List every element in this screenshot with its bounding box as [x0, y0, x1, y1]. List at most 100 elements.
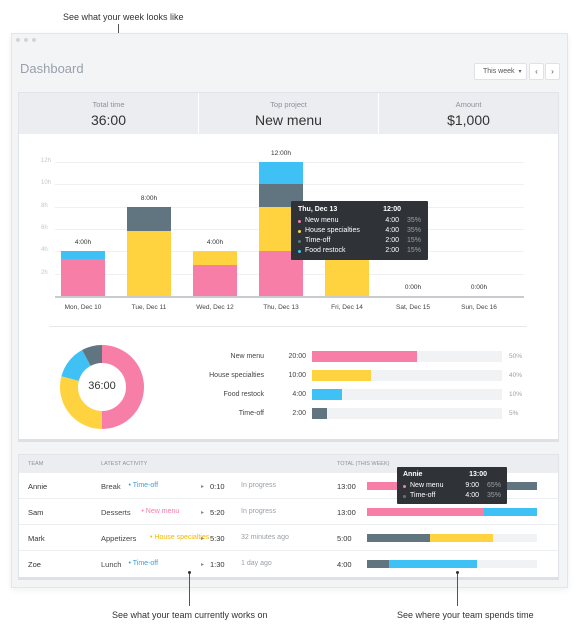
tooltip-row: House specialties 4:00 35% [298, 226, 421, 236]
project-donut-chart [60, 345, 144, 429]
x-tick-label: Sat, Dec 15 [396, 304, 430, 311]
tooltip-row-pct: 15% [406, 247, 421, 254]
play-icon[interactable]: ▸ [201, 510, 205, 516]
activity-duration: 0:10 [210, 482, 225, 491]
team-row[interactable]: Sam Desserts • New menu ▸ 5:20 In progress 13:… [19, 498, 558, 524]
bar-segment[interactable] [127, 206, 171, 232]
stat-total-time: Total time 36:00 [19, 93, 199, 134]
col-team: TEAM [28, 461, 44, 467]
tooltip-row-time: 9:00 [465, 482, 479, 489]
page-title: Dashboard [20, 61, 84, 76]
tooltip-row: Food restock 2:00 15% [298, 246, 421, 256]
play-icon[interactable]: ▸ [201, 484, 205, 490]
callout-team-time: See where your team spends time [397, 610, 534, 620]
tooltip-row-time: 4:00 [385, 227, 399, 234]
tooltip-row-name: Food restock [305, 247, 346, 254]
bar-segment[interactable] [127, 231, 171, 296]
activity-duration: 5:20 [210, 508, 225, 517]
tooltip-total: 12:00 [383, 206, 401, 213]
tooltip-row: New menu 4:00 35% [298, 216, 421, 226]
project-bar-track [312, 408, 502, 419]
activity-name: Break [101, 482, 121, 491]
x-tick-label: Fri, Dec 14 [331, 304, 363, 311]
bar-segment[interactable] [193, 264, 237, 296]
bar-segment[interactable] [259, 162, 303, 185]
activity-category: • Time-off [128, 482, 159, 489]
prev-week-button[interactable]: ‹ [529, 63, 544, 80]
project-time: 2:00 [292, 410, 306, 417]
bar-segment[interactable] [61, 259, 105, 296]
legend-dot-icon [298, 239, 301, 243]
project-pct: 5% [509, 410, 519, 417]
project-bar-fill[interactable] [312, 351, 417, 362]
play-icon[interactable]: ▸ [201, 536, 205, 542]
callout-team-time-line [457, 574, 458, 606]
bar-segment[interactable] [193, 251, 237, 265]
activity-duration: 5:30 [210, 534, 225, 543]
activity-duration: 1:30 [210, 560, 225, 569]
project-pct: 10% [509, 391, 523, 398]
team-row[interactable]: Mark Appetizers • House specialties ▸ 5:30 32… [19, 524, 558, 550]
tooltip-row-name: Time-off [305, 237, 331, 244]
donut-slice[interactable] [60, 345, 144, 429]
play-icon[interactable]: ▸ [201, 562, 205, 568]
x-tick-label: Thu, Dec 13 [263, 304, 299, 311]
range-select[interactable]: This week ▾ [474, 63, 527, 80]
x-axis [55, 296, 524, 298]
callout-team-now-line [189, 574, 190, 606]
member-time-bar[interactable] [367, 534, 537, 542]
project-bar-fill[interactable] [312, 370, 371, 381]
legend-dot-icon [403, 484, 406, 488]
bar-total-label: 0:00h [470, 284, 488, 291]
stat-value: New menu [255, 112, 322, 128]
tooltip-row-pct: 35% [486, 492, 501, 499]
bar-total-label: 8:00h [140, 194, 158, 202]
member-time-bar[interactable] [367, 508, 537, 516]
stat-value: 36:00 [90, 112, 127, 128]
y-tick-label: 8h [41, 202, 48, 209]
bar-total-label: 4:00h [206, 239, 224, 247]
col-total: TOTAL (THIS WEEK) [337, 461, 390, 467]
member-bar-segment [367, 534, 430, 542]
project-bar-fill[interactable] [312, 408, 328, 419]
activity-category: • House specialties [150, 534, 210, 541]
project-bar-track [312, 370, 502, 381]
x-tick-label: Sun, Dec 16 [461, 304, 497, 311]
activity-name: Appetizers [101, 534, 137, 543]
tooltip-row-name: New menu [305, 217, 339, 224]
donut-slice[interactable] [60, 345, 144, 429]
bar-total-label: 12:00h [271, 150, 291, 157]
x-tick-label: Mon, Dec 10 [64, 304, 102, 311]
member-total: 5:00 [337, 534, 352, 543]
project-time: 20:00 [288, 353, 306, 360]
next-week-button[interactable]: › [545, 63, 560, 80]
tooltip-row-pct: 65% [486, 482, 501, 489]
stat-label: Amount [455, 100, 482, 109]
stat-value: $1,000 [447, 112, 490, 128]
member-total: 4:00 [337, 560, 352, 569]
tooltip-header: Annie 13:00 [403, 471, 501, 478]
col-latest-activity: LATEST ACTIVITY [101, 461, 148, 467]
project-time: 10:00 [288, 372, 306, 379]
bar-segment[interactable] [61, 251, 105, 260]
activity-category: • Time-off [128, 560, 159, 567]
x-tick-label: Wed, Dec 12 [196, 304, 234, 311]
member-bar-segment [367, 560, 390, 568]
tooltip-row-pct: 15% [406, 237, 421, 244]
member-time-bar[interactable] [367, 560, 537, 568]
member-name: Sam [28, 508, 44, 517]
tooltip-row-time: 4:00 [385, 217, 399, 224]
team-row[interactable]: Zoe Lunch • Time-off ▸ 1:30 1 day ago 4:00 [19, 550, 558, 576]
legend-dot-icon [298, 229, 301, 233]
member-tooltip: Annie 13:00 New menu 9:00 65% Time-off 4:00 3… [397, 467, 507, 504]
activity-status: 1 day ago [241, 560, 272, 567]
project-bar-fill[interactable] [312, 389, 343, 400]
stat-top-project: Top project New menu [199, 93, 379, 134]
project-name: Time-off [238, 410, 264, 417]
activity-name: Lunch [101, 560, 122, 569]
activity-status: 32 minutes ago [241, 534, 289, 541]
tooltip-row-name: New menu [410, 482, 444, 489]
bar-total-label: 0:00h [404, 284, 422, 291]
y-tick-label: 2h [41, 269, 48, 276]
project-bar-track [312, 351, 502, 362]
